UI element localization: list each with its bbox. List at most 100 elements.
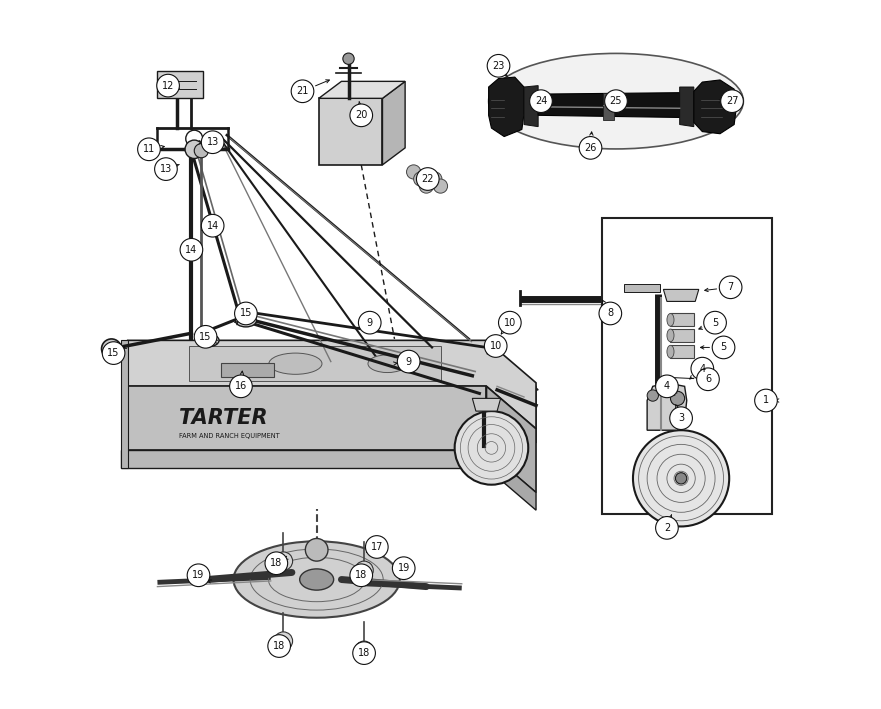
Circle shape <box>274 552 292 570</box>
Circle shape <box>755 389 777 412</box>
Circle shape <box>292 80 314 103</box>
Text: TARTER: TARTER <box>179 408 267 428</box>
Polygon shape <box>130 351 538 390</box>
Polygon shape <box>319 82 405 99</box>
Circle shape <box>633 430 729 527</box>
Text: 15: 15 <box>107 348 120 358</box>
Circle shape <box>704 311 726 334</box>
Text: 3: 3 <box>678 413 685 423</box>
Circle shape <box>157 74 180 97</box>
Text: 23: 23 <box>492 61 505 71</box>
Polygon shape <box>648 383 687 430</box>
Circle shape <box>360 566 367 574</box>
Circle shape <box>101 339 122 359</box>
Text: 18: 18 <box>355 570 367 580</box>
Circle shape <box>485 335 507 357</box>
Circle shape <box>417 168 439 190</box>
Text: 14: 14 <box>206 220 218 230</box>
Circle shape <box>350 104 373 127</box>
Circle shape <box>194 325 217 348</box>
Text: 8: 8 <box>607 308 613 318</box>
Circle shape <box>355 641 374 659</box>
Circle shape <box>237 305 255 322</box>
Circle shape <box>428 172 442 186</box>
Circle shape <box>697 368 719 391</box>
Circle shape <box>343 53 354 65</box>
Circle shape <box>366 535 389 558</box>
Circle shape <box>487 55 510 77</box>
Circle shape <box>419 179 433 193</box>
Polygon shape <box>189 346 440 381</box>
Text: 21: 21 <box>296 86 308 96</box>
Polygon shape <box>121 450 486 468</box>
Polygon shape <box>524 86 538 127</box>
Circle shape <box>202 214 224 237</box>
Circle shape <box>648 390 658 401</box>
Circle shape <box>499 311 522 334</box>
Circle shape <box>230 375 252 398</box>
Polygon shape <box>472 398 500 411</box>
Polygon shape <box>128 340 536 429</box>
Text: 18: 18 <box>270 558 283 568</box>
Polygon shape <box>175 390 493 450</box>
Text: 5: 5 <box>712 318 718 328</box>
Circle shape <box>137 138 160 161</box>
Circle shape <box>161 162 175 176</box>
Circle shape <box>187 564 210 586</box>
Text: 11: 11 <box>143 145 155 155</box>
Text: FARM AND RANCH EQUIPMENT: FARM AND RANCH EQUIPMENT <box>179 433 279 439</box>
Polygon shape <box>489 77 524 137</box>
Circle shape <box>274 632 292 650</box>
Text: 26: 26 <box>584 143 596 153</box>
Text: 5: 5 <box>721 342 727 352</box>
Text: 4: 4 <box>700 364 706 374</box>
Bar <box>602 218 772 514</box>
Text: 16: 16 <box>235 381 247 391</box>
Text: 2: 2 <box>663 523 670 533</box>
Text: 6: 6 <box>705 374 711 384</box>
Circle shape <box>579 137 602 160</box>
Text: 4: 4 <box>664 381 670 391</box>
Text: 24: 24 <box>535 96 547 106</box>
Circle shape <box>202 131 224 154</box>
Polygon shape <box>319 99 382 165</box>
Circle shape <box>280 557 287 564</box>
Circle shape <box>355 561 374 579</box>
Circle shape <box>234 302 257 325</box>
Text: 18: 18 <box>273 641 285 651</box>
Polygon shape <box>538 93 679 118</box>
Polygon shape <box>121 340 128 468</box>
Polygon shape <box>486 386 536 493</box>
Polygon shape <box>670 345 694 358</box>
Text: 25: 25 <box>610 96 622 106</box>
Text: 20: 20 <box>355 111 367 121</box>
Ellipse shape <box>368 354 407 372</box>
Circle shape <box>721 90 744 113</box>
Text: 22: 22 <box>421 174 434 184</box>
Circle shape <box>155 158 177 180</box>
Circle shape <box>655 375 678 398</box>
Ellipse shape <box>489 53 744 149</box>
Ellipse shape <box>667 329 674 342</box>
Circle shape <box>185 140 204 159</box>
Circle shape <box>670 391 685 406</box>
Text: 12: 12 <box>162 81 174 91</box>
Circle shape <box>433 179 448 193</box>
Circle shape <box>719 276 742 298</box>
Polygon shape <box>128 386 486 450</box>
Polygon shape <box>670 313 694 326</box>
Polygon shape <box>221 363 274 377</box>
Text: 10: 10 <box>504 318 516 328</box>
Text: 18: 18 <box>358 648 370 658</box>
Circle shape <box>455 411 529 485</box>
Circle shape <box>604 90 627 113</box>
Text: 27: 27 <box>726 96 738 106</box>
Text: 14: 14 <box>185 245 197 255</box>
Polygon shape <box>130 351 175 450</box>
Polygon shape <box>486 450 536 510</box>
Circle shape <box>529 90 552 113</box>
Text: 15: 15 <box>199 332 211 342</box>
Text: 17: 17 <box>371 542 383 552</box>
Circle shape <box>352 642 375 664</box>
Ellipse shape <box>198 334 219 347</box>
